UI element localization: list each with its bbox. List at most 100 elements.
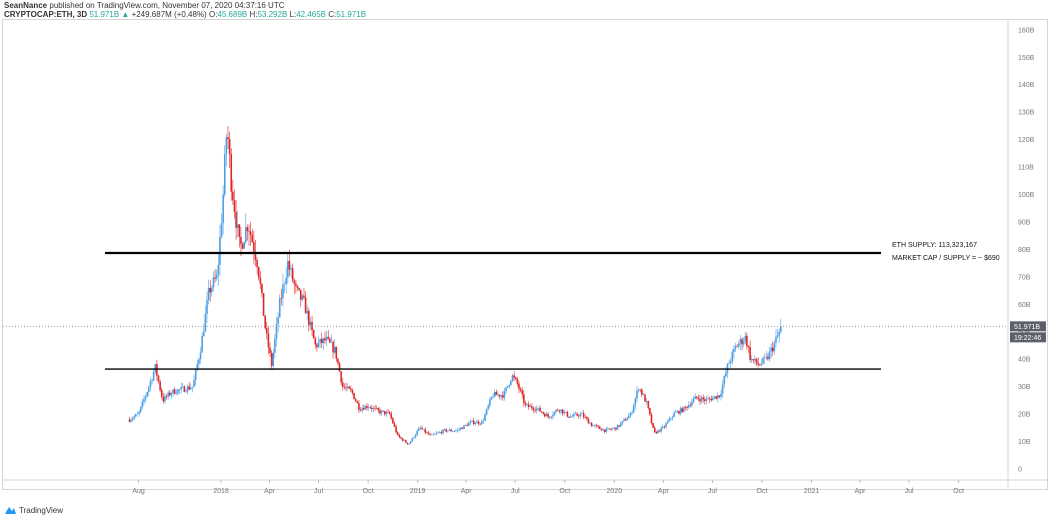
candle-body — [721, 384, 724, 394]
candle-body — [752, 359, 755, 361]
chart-frame — [2, 19, 1048, 490]
last-price-label: 51.971B — [1014, 324, 1040, 331]
candle-body — [605, 428, 608, 432]
candle-body — [471, 420, 473, 422]
candle-body — [497, 394, 499, 396]
candle-body — [775, 337, 777, 343]
candle-body — [248, 230, 250, 232]
time-tick: 2019 — [410, 488, 426, 495]
candle-body — [600, 428, 603, 431]
candle-body — [215, 274, 218, 279]
candle-body — [628, 415, 630, 419]
candle-body — [555, 409, 557, 412]
candle-body — [537, 407, 540, 409]
candle-body — [202, 331, 205, 336]
candle-body — [249, 231, 252, 235]
candle-body — [170, 393, 173, 396]
candle-body — [477, 421, 480, 424]
candle-body — [558, 410, 561, 412]
time-axis[interactable]: Aug 2018 Apr Jul Oct 2019 Apr Jul Oct 2020 Apr Jul O… — [132, 480, 964, 495]
candle-body — [429, 434, 431, 435]
tradingview-brand[interactable]: TradingView — [4, 505, 63, 515]
candle-body — [447, 430, 449, 432]
candle-body — [138, 411, 140, 414]
candle-body — [490, 396, 493, 400]
candle-body — [476, 421, 478, 424]
candle-body — [393, 423, 396, 427]
high-label: H: — [249, 10, 258, 19]
candle-body — [257, 267, 260, 278]
candle-body — [613, 427, 616, 429]
price-tick: 0 — [1018, 467, 1022, 474]
candle-body — [445, 429, 448, 432]
candle-body — [274, 338, 276, 353]
candle-body — [692, 398, 695, 403]
candle-body — [464, 424, 467, 426]
candle-body — [623, 419, 625, 421]
candle-body — [183, 386, 186, 392]
candle-body — [544, 413, 546, 417]
time-tick: Oct — [953, 488, 964, 495]
price-tick: 10B — [1018, 439, 1031, 446]
candle-body — [285, 277, 287, 285]
candle-body — [341, 382, 344, 387]
published-text: published on TradingView.com, November 0… — [49, 1, 285, 10]
candle-body — [421, 427, 423, 430]
price-tick: 40B — [1018, 357, 1031, 364]
candle-body — [267, 333, 270, 348]
candle-body — [771, 347, 774, 352]
candle-body — [201, 335, 203, 353]
candle-body — [765, 356, 768, 358]
candle-body — [196, 364, 199, 370]
candle-body — [382, 410, 384, 412]
candle-body — [287, 260, 289, 278]
candle-body — [424, 429, 427, 433]
candle-body — [162, 396, 165, 402]
candle-body — [261, 283, 263, 294]
candle-body — [217, 264, 220, 275]
candles — [128, 125, 782, 446]
time-tick: Oct — [559, 488, 570, 495]
candle-body — [288, 260, 291, 270]
candle-body — [660, 427, 663, 432]
candle-body — [278, 298, 281, 318]
candle-body — [532, 408, 535, 411]
price-tick: 160B — [1018, 27, 1035, 34]
candle-body — [256, 259, 258, 268]
candle-body — [757, 363, 759, 365]
candle-body — [658, 430, 661, 432]
candle-body — [369, 407, 372, 409]
price-tick: 100B — [1018, 192, 1035, 199]
candle-body — [754, 358, 756, 361]
candle-body — [136, 413, 139, 415]
candle-body — [577, 415, 580, 417]
candle-body — [479, 423, 481, 425]
candle-body — [545, 414, 548, 417]
candle-body — [238, 224, 241, 237]
candle-body — [358, 403, 360, 410]
candle-body — [372, 407, 375, 410]
publisher-name[interactable]: SeanNance — [4, 1, 48, 10]
candle-body — [723, 376, 726, 385]
last-value: 51.971B — [89, 10, 120, 19]
time-tick: 2021 — [804, 488, 820, 495]
candle-body — [379, 410, 381, 414]
countdown-label: 19:22:46 — [1014, 335, 1041, 342]
candle-body — [529, 406, 532, 407]
symbol-name: CRYPTOCAP:ETH, 3D — [4, 10, 88, 19]
candle-body — [626, 418, 629, 421]
candle-body — [468, 423, 470, 426]
candle-body — [514, 377, 517, 379]
candle-body — [329, 338, 331, 343]
price-axis[interactable]: 010B20B30B40B50B60B70B80B90B100B110B120B… — [1018, 27, 1035, 473]
annotation-eth-supply: ETH SUPPLY: 113,323,167 — [892, 242, 977, 249]
candle-body — [141, 401, 144, 407]
candle-body — [350, 388, 352, 391]
brand-name: TradingView — [19, 505, 64, 515]
candle-body — [607, 428, 609, 430]
candle-body — [673, 412, 675, 417]
candle-body — [671, 416, 674, 419]
time-tick: Aug — [132, 488, 145, 495]
candle-body — [280, 298, 283, 299]
